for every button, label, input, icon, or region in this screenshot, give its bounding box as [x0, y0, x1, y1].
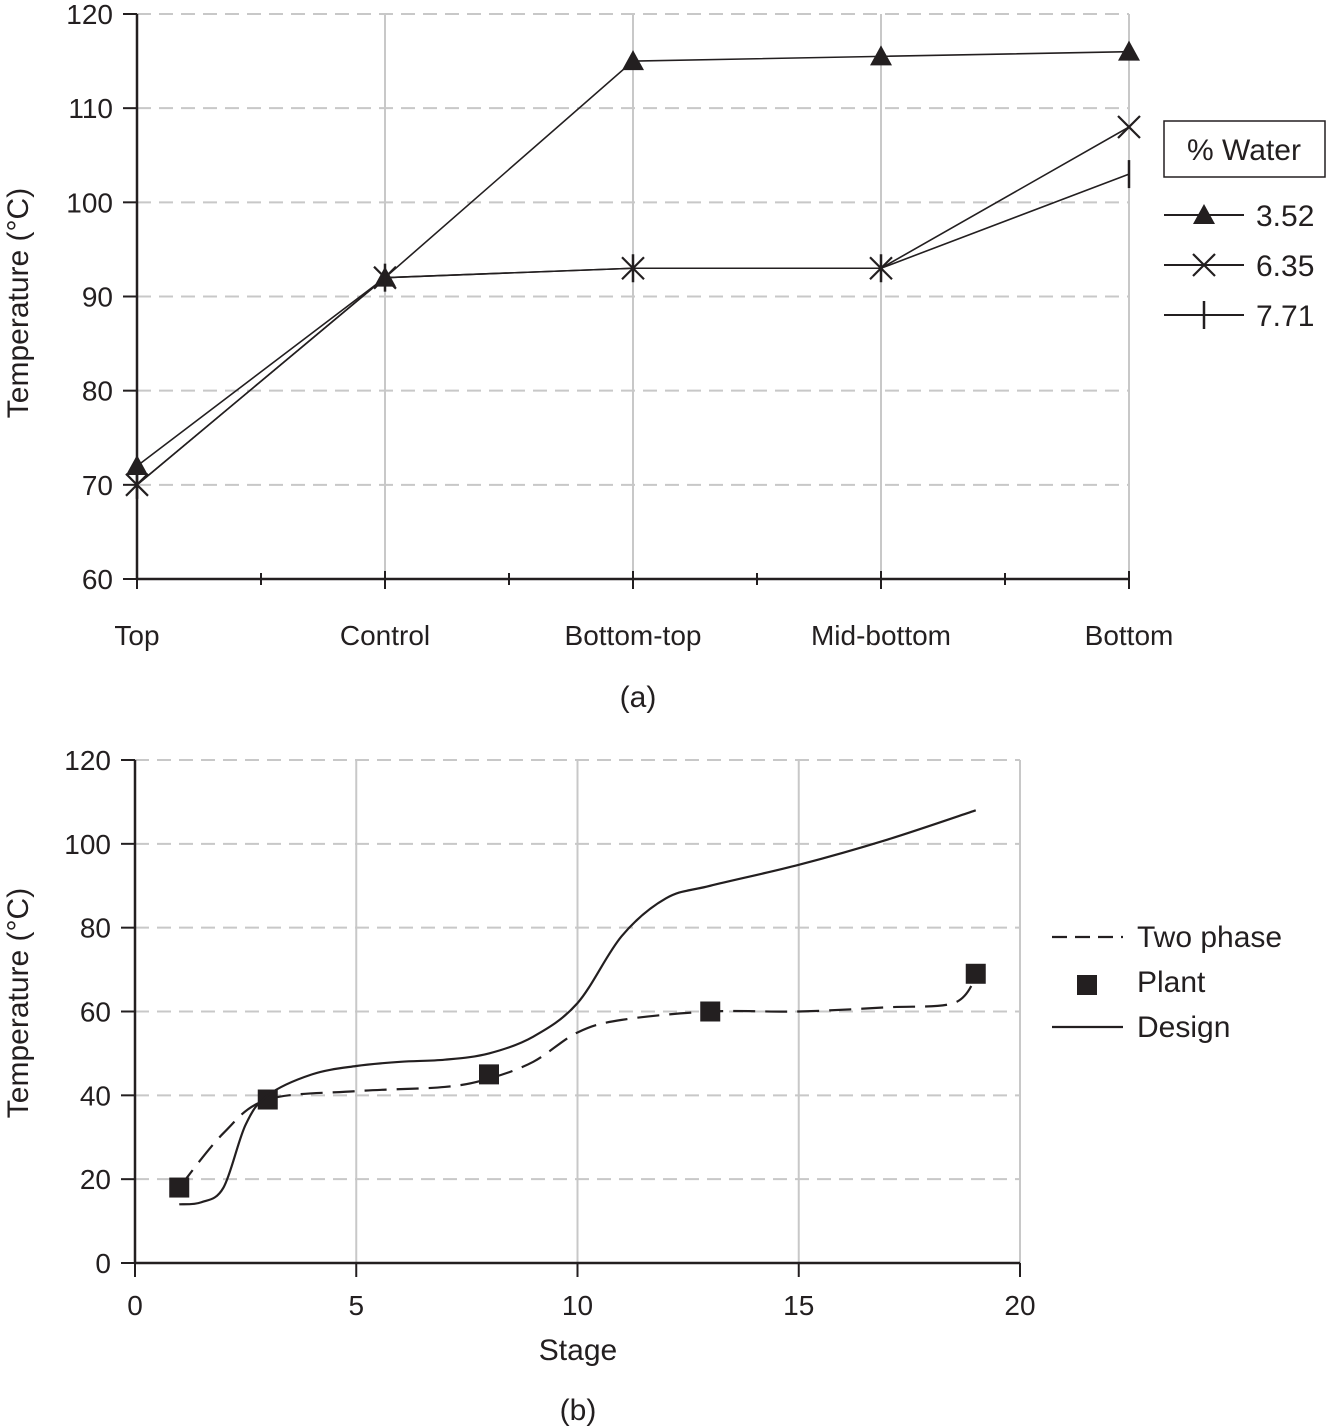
legend-label: Design — [1137, 1011, 1230, 1044]
legend-item-3-52: 3.52 — [1164, 200, 1314, 233]
panel-b-x-tick-label: 5 — [348, 1290, 364, 1321]
series-7-71 — [135, 160, 1131, 499]
panel-b-y-tick-label: 40 — [80, 1080, 111, 1111]
panel-a-y-tick-label: 70 — [82, 470, 113, 501]
panel-a-y-axis-label: Temperature (°C) — [2, 188, 35, 418]
panel-b-y-axis-label: Temperature (°C) — [2, 888, 35, 1118]
panel-a: 60 70 80 90 100 110 120 Top Control Bottom-top Mid… — [2, 0, 1326, 714]
legend-item-two-phase: Two phase — [1052, 921, 1282, 954]
legend-item-plant: Plant — [1077, 966, 1206, 999]
panel-a-y-tick-label: 90 — [82, 282, 113, 313]
data-point-plant — [169, 1177, 190, 1198]
legend-label: Plant — [1137, 966, 1206, 999]
panel-b-y-tick-label: 60 — [80, 997, 111, 1028]
panel-b-series — [169, 809, 986, 1206]
legend-item-design: Design — [1052, 1011, 1230, 1044]
panel-a-series — [125, 40, 1141, 499]
legend-marker — [1193, 204, 1215, 224]
panel-a-x-tick-label: Bottom-top — [565, 620, 702, 651]
legend-label: Two phase — [1137, 921, 1282, 954]
series-two-phase — [178, 977, 977, 1189]
data-point-plant — [965, 963, 986, 984]
panel-b-label: (b) — [560, 1394, 597, 1427]
panel-a-x-tick-label: Top — [114, 620, 159, 651]
panel-b-y-tick-label: 80 — [80, 913, 111, 944]
data-point-3-52 — [126, 455, 148, 475]
panel-a-x-tick-label: Mid-bottom — [811, 620, 951, 651]
legend-title-box — [1163, 120, 1326, 178]
legend-label: 3.52 — [1256, 200, 1314, 233]
data-point-6-35 — [1117, 115, 1141, 139]
panel-b-y-tick-label: 100 — [64, 829, 111, 860]
panel-b-x-tick-label: 10 — [562, 1290, 593, 1321]
panel-a-y-tick-label: 60 — [82, 564, 113, 595]
series-line-design — [179, 809, 977, 1206]
data-point-plant — [257, 1089, 278, 1110]
panel-a-label: (a) — [620, 681, 657, 714]
panel-b-x-axis-label: Stage — [539, 1334, 617, 1367]
series-plant — [169, 963, 986, 1198]
panel-b-y-tick-label: 120 — [64, 745, 111, 776]
panel-b-x-tick-label: 0 — [127, 1290, 143, 1321]
panel-a-y-tick-label: 120 — [66, 0, 113, 30]
panel-b-x-tick-label: 15 — [783, 1290, 814, 1321]
series-design — [179, 809, 977, 1206]
panel-b-y-tick-label: 20 — [80, 1164, 111, 1195]
data-point-plant — [479, 1064, 499, 1085]
panel-b-grid — [135, 759, 1021, 1263]
panel-a-axes: 60 70 80 90 100 110 120 Top Control Bottom-top Mid… — [66, 0, 1173, 651]
panel-b-x-tick-label: 20 — [1004, 1290, 1035, 1321]
legend-label: 7.71 — [1256, 300, 1314, 333]
data-point-3-52 — [870, 45, 892, 66]
panel-b-legend: Two phase Plant Design — [1052, 921, 1282, 1044]
panel-b: 0 20 40 60 80 100 120 0 5 10 15 20 Two phase Plant De… — [2, 745, 1282, 1427]
panel-a-x-tick-label: Bottom — [1085, 620, 1174, 651]
panel-b-y-tick-label: 0 — [95, 1248, 111, 1279]
x-stroke — [1192, 253, 1216, 277]
x-stroke — [1117, 115, 1141, 139]
panel-b-axes: 0 20 40 60 80 100 120 0 5 10 15 20 — [64, 745, 1035, 1321]
data-point-3-52 — [1118, 40, 1140, 61]
panel-a-y-tick-label: 110 — [68, 93, 113, 124]
legend-marker — [1192, 253, 1216, 277]
legend-label: 6.35 — [1256, 250, 1314, 283]
panel-a-y-tick-label: 100 — [66, 187, 113, 218]
legend-item-7-71: 7.71 — [1164, 300, 1314, 333]
data-point-plant — [700, 1001, 721, 1022]
legend-marker — [1077, 975, 1097, 995]
legend-title: % Water — [1187, 134, 1301, 167]
series-line-two-phase — [178, 977, 977, 1189]
data-point-3-52 — [622, 50, 644, 71]
legend-item-6-35: 6.35 — [1164, 250, 1314, 283]
panel-a-y-tick-label: 80 — [82, 376, 113, 407]
panel-a-grid — [137, 13, 1130, 579]
panel-a-legend: % Water 3.52 6.35 7.71 — [1163, 120, 1326, 333]
panel-a-x-tick-label: Control — [340, 620, 430, 651]
